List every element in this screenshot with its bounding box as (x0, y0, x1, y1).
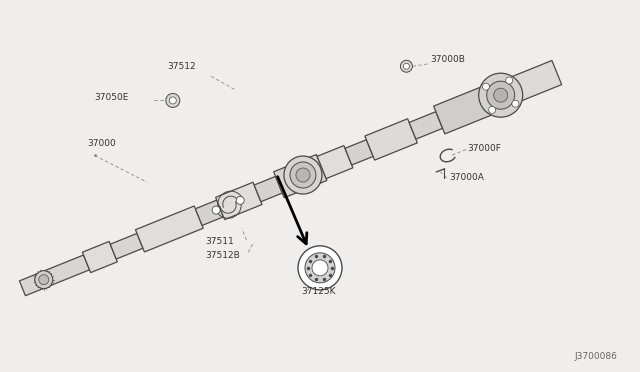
Circle shape (35, 271, 52, 289)
Polygon shape (365, 119, 417, 160)
Circle shape (236, 196, 244, 204)
Text: 37000F: 37000F (467, 144, 501, 153)
Polygon shape (110, 233, 143, 259)
Circle shape (486, 81, 515, 109)
Circle shape (479, 73, 523, 117)
Polygon shape (488, 61, 562, 110)
Polygon shape (345, 140, 373, 165)
Text: 37000: 37000 (87, 139, 116, 148)
Circle shape (305, 253, 335, 283)
Polygon shape (216, 182, 262, 219)
Text: 37000B: 37000B (430, 55, 465, 64)
Polygon shape (409, 112, 443, 139)
Polygon shape (317, 145, 353, 179)
Circle shape (212, 206, 220, 214)
Circle shape (39, 275, 49, 285)
Circle shape (403, 63, 410, 69)
Text: 37050E: 37050E (95, 93, 129, 102)
Polygon shape (434, 84, 499, 134)
Circle shape (284, 156, 322, 194)
Circle shape (512, 100, 519, 107)
Circle shape (298, 246, 342, 290)
Text: 37512B: 37512B (205, 251, 239, 260)
Circle shape (166, 93, 180, 108)
Circle shape (483, 83, 490, 90)
Circle shape (489, 106, 496, 113)
Text: J3700086: J3700086 (575, 352, 618, 361)
Polygon shape (83, 241, 117, 273)
Circle shape (296, 168, 310, 182)
Circle shape (290, 162, 316, 188)
Polygon shape (136, 206, 204, 252)
Circle shape (401, 60, 412, 72)
Circle shape (170, 97, 176, 104)
Circle shape (493, 88, 508, 102)
Text: 37125K: 37125K (301, 287, 335, 296)
Text: 37000A: 37000A (449, 173, 484, 182)
Polygon shape (274, 154, 327, 198)
Text: 37511: 37511 (205, 237, 234, 246)
Circle shape (506, 77, 513, 84)
Circle shape (312, 260, 328, 276)
Polygon shape (19, 255, 90, 296)
Polygon shape (254, 176, 282, 202)
Polygon shape (195, 200, 223, 225)
Text: 37512: 37512 (168, 62, 196, 71)
